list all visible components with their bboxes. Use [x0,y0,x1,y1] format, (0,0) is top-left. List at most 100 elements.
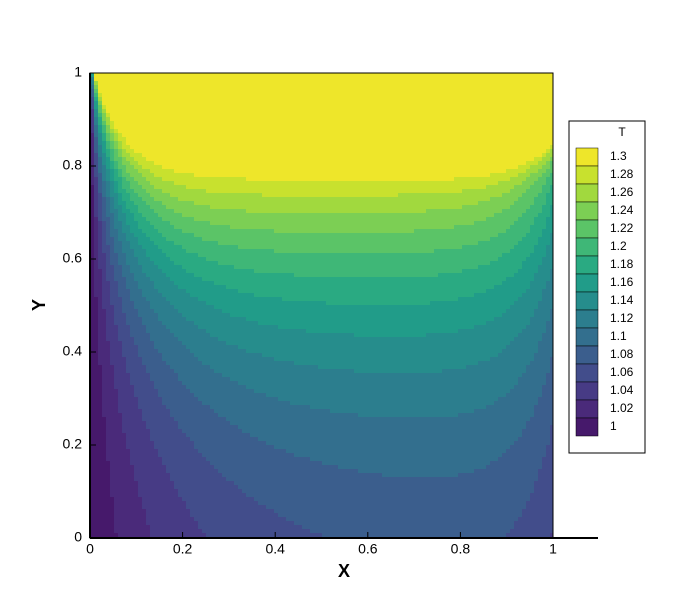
contour-cell [114,517,147,522]
contour-cell [98,129,103,134]
contour-cell [150,533,207,538]
contour-cell [518,269,539,274]
contour-cell [126,177,135,182]
contour-cell [526,257,543,262]
contour-cell [122,157,127,162]
contour-cell [90,513,115,518]
contour-cell [106,161,111,166]
contour-cell [114,165,119,170]
contour-cell [90,165,95,170]
contour-cell [550,173,554,178]
contour-cell [170,413,219,418]
contour-cell [90,85,95,90]
contour-cell [102,413,123,418]
contour-cell [90,373,103,378]
contour-cell [190,293,255,298]
contour-cell [110,133,115,138]
contour-cell [130,377,151,382]
contour-cell [146,233,163,238]
contour-cell [122,429,151,434]
contour-cell [98,121,103,126]
contour-cell [90,209,95,214]
contour-cell [102,109,107,114]
contour-cell [166,253,199,258]
contour-cell [98,161,103,166]
contour-cell [126,437,151,442]
contour-cell [550,237,554,242]
contour-cell [486,185,515,190]
contour-cell [194,321,259,326]
contour-cell [546,177,554,182]
contour-cell [94,169,99,174]
contour-cell [110,177,115,182]
contour-cell [242,429,523,434]
contour-cell [154,341,183,346]
contour-cell [110,197,115,202]
contour-cell [526,425,551,430]
contour-cell [98,113,103,118]
contour-cell [442,369,527,374]
contour-cell [90,529,115,534]
contour-cell [90,101,95,106]
contour-cell [138,209,155,214]
contour-cell [138,309,155,314]
contour-cell [258,501,527,506]
contour-cell [106,153,111,158]
contour-cell [102,141,107,146]
contour-cell [90,173,95,178]
contour-cell [182,229,275,234]
contour-cell [90,449,107,454]
contour-cell [518,333,543,338]
contour-cell [114,185,119,190]
contour-cell [90,457,107,462]
contour-cell [90,117,95,122]
contour-cell [134,189,147,194]
contour-cell [106,125,111,130]
contour-cell [122,265,131,270]
contour-cell [102,229,107,234]
contour-cell [154,385,187,390]
contour-cell [130,297,147,302]
contour-cell [254,269,463,274]
contour-cell [134,233,147,238]
axes: 0 0.2 0.4 0.6 0.8 1 0 0.2 0.4 0.6 0.8 1 [63,64,598,557]
contour-cell [90,205,95,210]
contour-cell [542,153,547,158]
contour-cell [98,181,103,186]
legend-swatch [575,201,599,221]
contour-cell [286,449,507,454]
contour-cell [546,325,554,330]
contour-cell [110,221,115,226]
contour-cell [114,173,119,178]
contour-cell [126,361,143,366]
contour-cell [90,377,103,382]
contour-cell [498,457,543,462]
contour-cell [98,101,103,106]
contour-cell [106,269,115,274]
contour-cell [126,281,139,286]
contour-cell [90,321,99,326]
contour-cell [278,513,523,518]
contour-cell [118,325,131,330]
contour-cell [122,225,131,230]
contour-cell [106,417,123,422]
contour-cell [542,461,554,466]
contour-cell [454,177,511,182]
contour-cell [94,225,99,230]
contour-cell [90,153,95,158]
contour-cell [114,149,119,154]
contour-cell [110,297,123,302]
contour-cell [526,209,543,214]
contour-cell [158,453,203,458]
contour-cell [90,353,99,358]
contour-cell [142,417,175,422]
contour-cell [106,113,111,118]
contour-cell [90,349,99,354]
contour-cell [126,205,139,210]
contour-cell [118,137,127,142]
contour-cell [126,365,147,370]
contour-cell [130,269,143,274]
contour-cell [514,185,531,190]
contour-cell [542,209,551,214]
contour-cell [310,405,487,410]
